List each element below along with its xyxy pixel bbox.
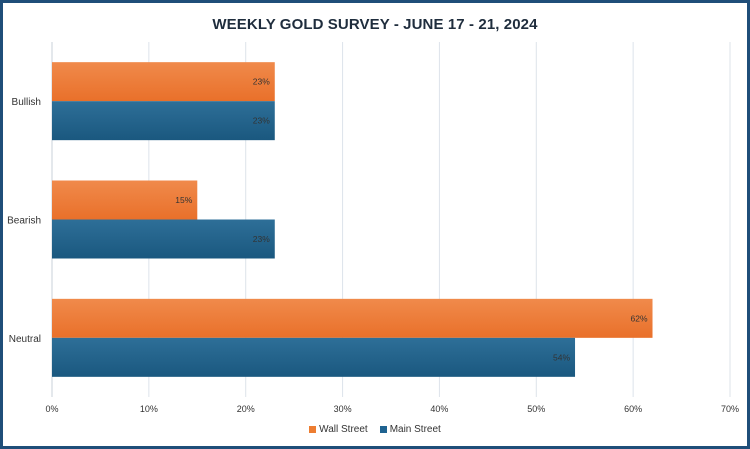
legend-label-main-street: Main Street <box>389 424 441 435</box>
legend-label-wall-street: Wall Street <box>319 424 368 435</box>
data-label: 15% <box>175 195 192 205</box>
x-tick-label: 0% <box>45 404 58 414</box>
legend: Wall Street Main Street <box>0 424 750 435</box>
x-tick-label: 40% <box>430 404 448 414</box>
category-label: Neutral <box>9 334 41 345</box>
bar-wall-street <box>52 180 198 220</box>
bar-main-street <box>52 219 275 259</box>
bar-main-street <box>52 337 576 377</box>
data-label: 23% <box>253 234 270 244</box>
data-label: 54% <box>553 352 570 362</box>
bar-wall-street <box>52 298 653 338</box>
legend-item-wall-street: Wall Street <box>309 424 368 435</box>
chart-title: WEEKLY GOLD SURVEY - JUNE 17 - 21, 2024 <box>212 16 538 33</box>
x-tick-label: 50% <box>527 404 545 414</box>
bar-wall-street <box>52 62 275 102</box>
data-label: 23% <box>253 77 270 87</box>
x-tick-label: 70% <box>721 404 739 414</box>
data-label: 62% <box>630 313 647 323</box>
x-tick-label: 10% <box>140 404 158 414</box>
x-tick-label: 60% <box>624 404 642 414</box>
data-label: 23% <box>253 116 270 126</box>
category-label: Bullish <box>12 97 41 108</box>
category-label: Bearish <box>7 216 41 227</box>
bar-main-street <box>52 101 275 141</box>
legend-item-main-street: Main Street <box>379 424 441 435</box>
legend-swatch-wall-street <box>309 426 317 433</box>
x-tick-label: 20% <box>237 404 255 414</box>
legend-swatch-main-street <box>379 426 387 433</box>
x-tick-label: 30% <box>334 404 352 414</box>
